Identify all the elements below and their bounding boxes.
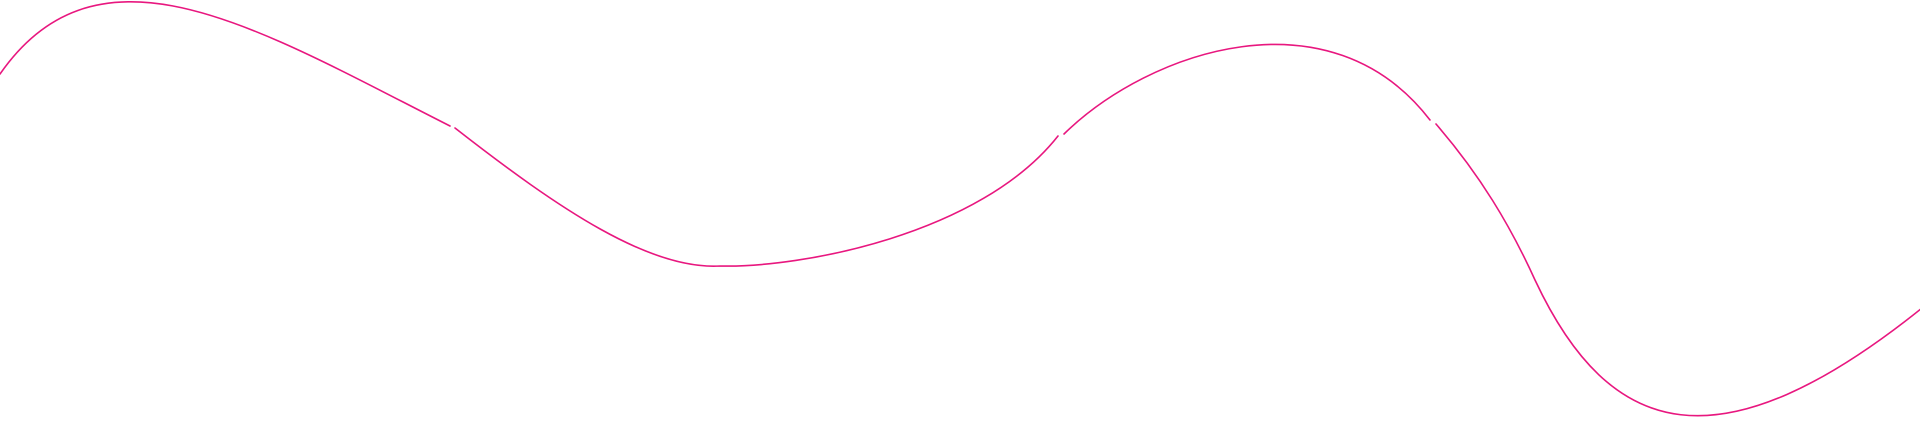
wave-segment-1 <box>0 0 451 127</box>
wave-segment-4 <box>1435 123 1920 417</box>
wave-segment-3 <box>1063 43 1431 135</box>
wave-segment-2 <box>454 127 1059 267</box>
